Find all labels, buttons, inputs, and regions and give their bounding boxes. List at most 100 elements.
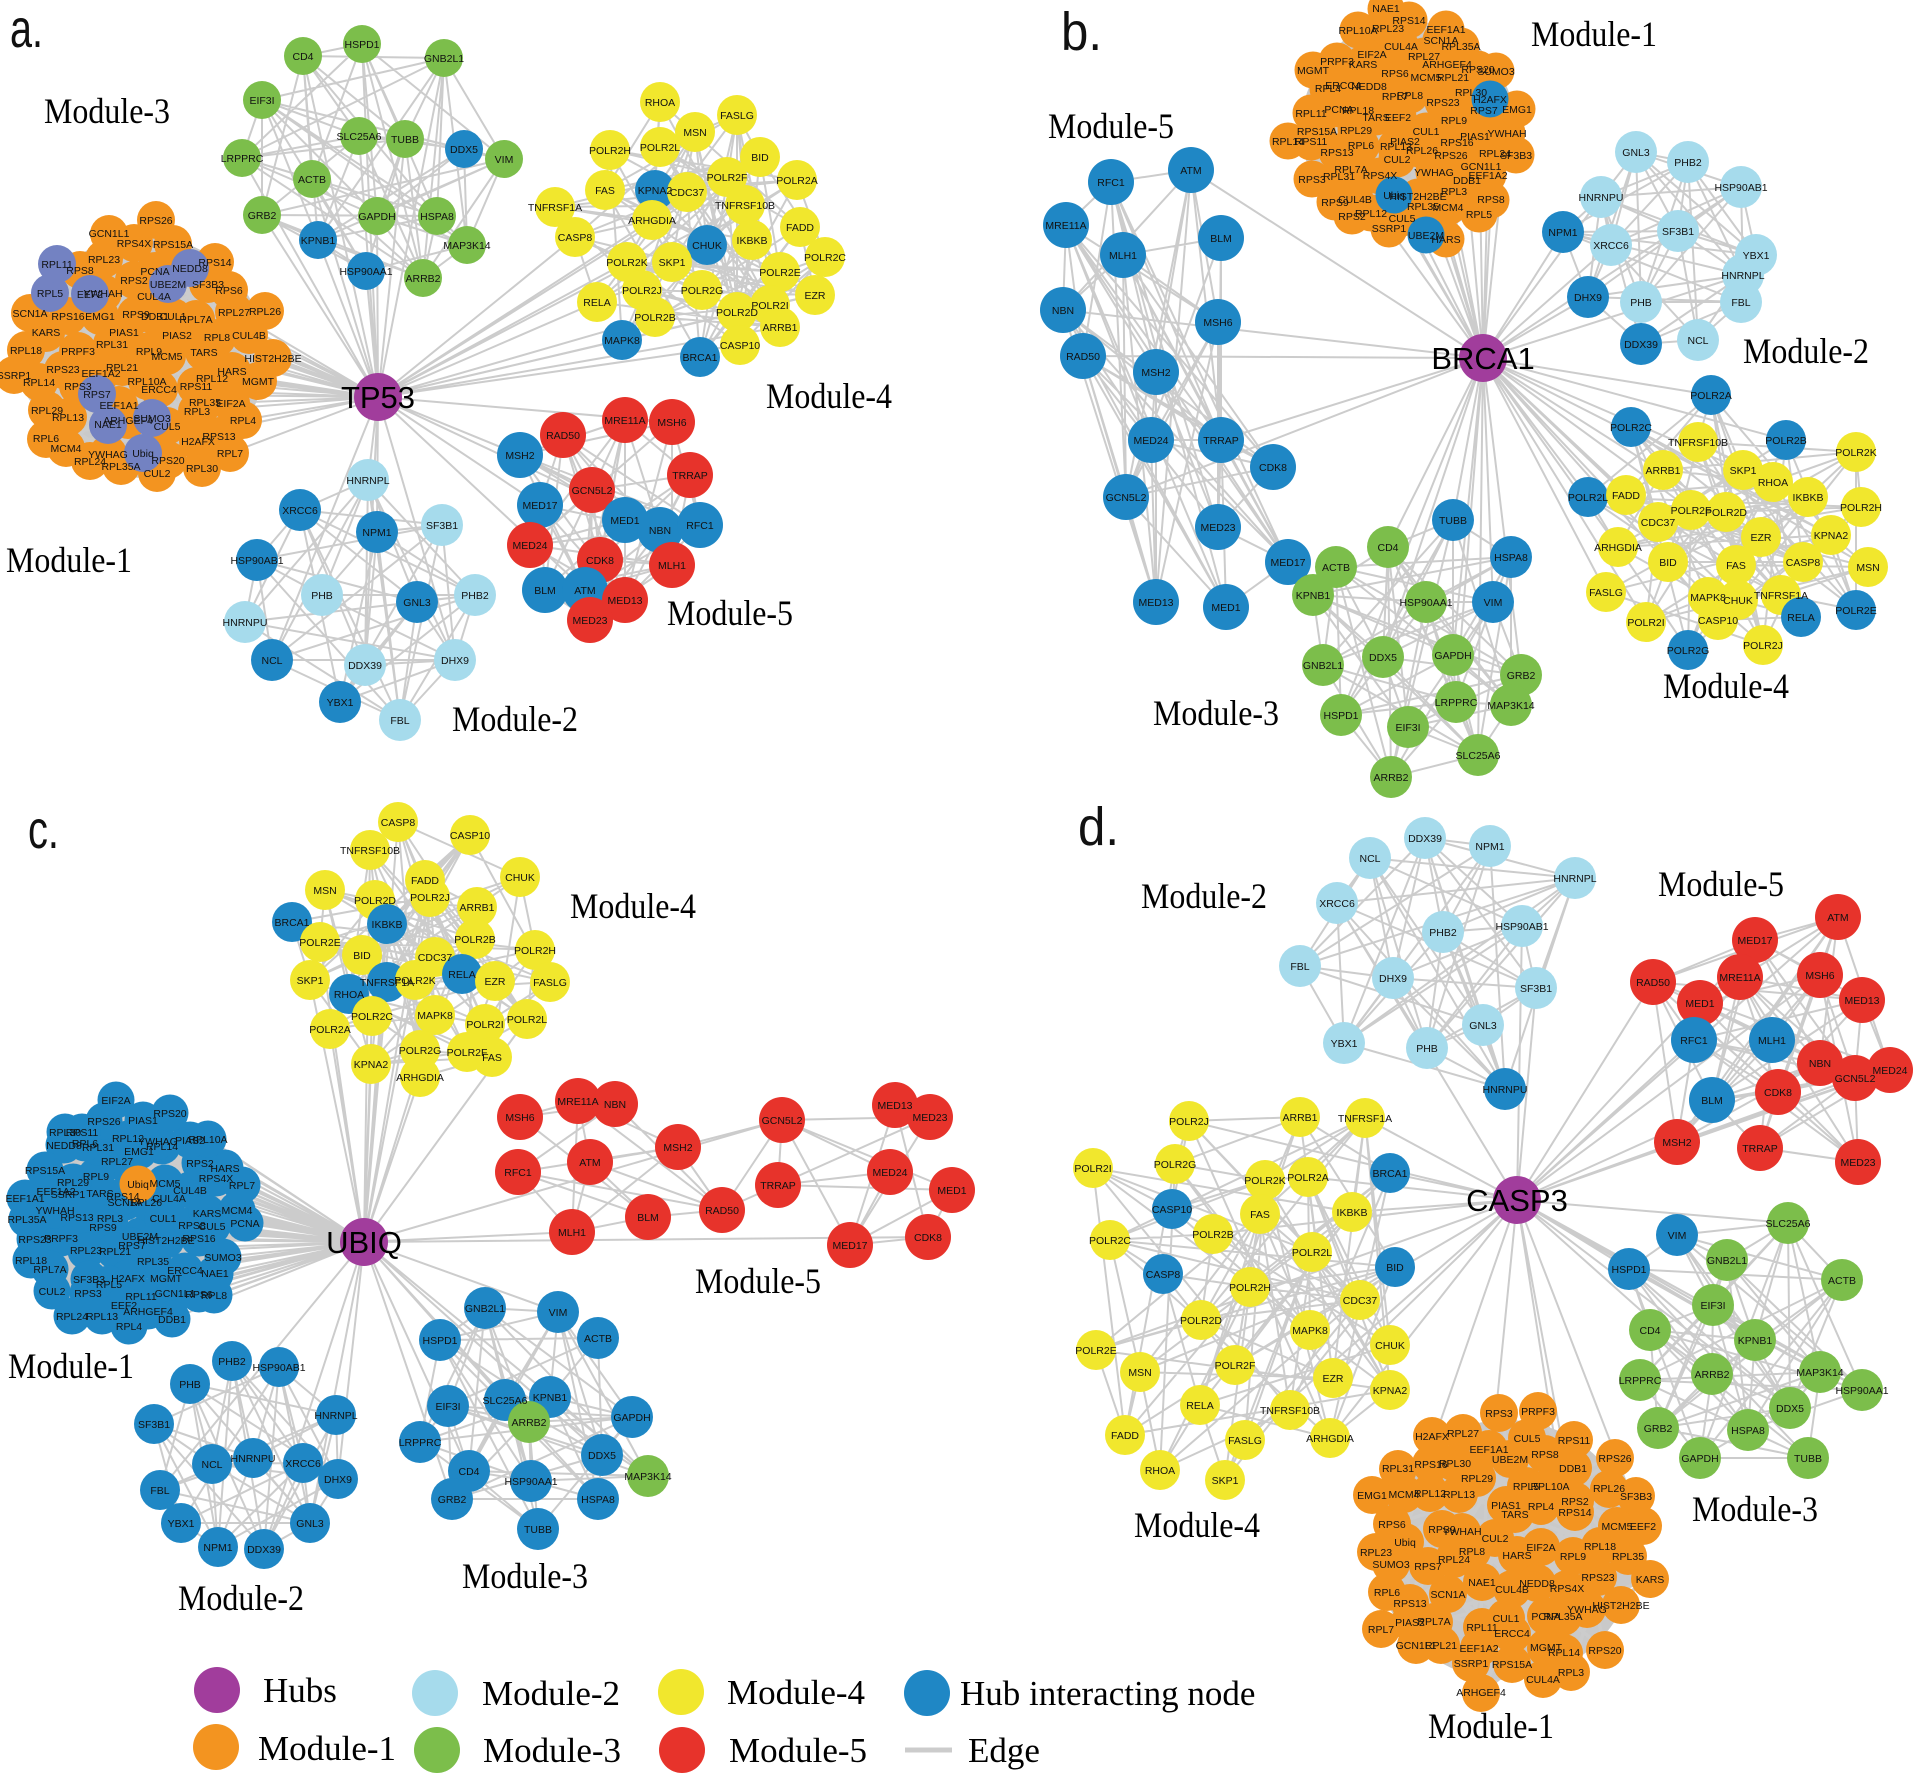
svg-text:FADD: FADD <box>1111 1430 1139 1442</box>
svg-text:MSN: MSN <box>1856 562 1879 574</box>
svg-text:Module-5: Module-5 <box>667 593 793 633</box>
svg-text:KPNA2: KPNA2 <box>1373 1385 1408 1397</box>
svg-text:GRB2: GRB2 <box>438 1494 467 1506</box>
svg-text:SF3B3: SF3B3 <box>192 279 224 291</box>
svg-text:HSPD1: HSPD1 <box>1323 710 1358 722</box>
svg-text:RPL14: RPL14 <box>146 1141 178 1153</box>
svg-text:RPL7: RPL7 <box>1368 1624 1394 1636</box>
svg-text:MCM4: MCM4 <box>1433 202 1464 214</box>
svg-text:RPL12: RPL12 <box>1414 1488 1446 1500</box>
svg-text:YBX1: YBX1 <box>327 697 354 709</box>
svg-text:CUL5: CUL5 <box>1514 1433 1541 1445</box>
svg-text:PHB: PHB <box>1416 1043 1438 1055</box>
svg-text:POLR2G: POLR2G <box>399 1045 442 1057</box>
svg-text:ACTB: ACTB <box>1322 562 1350 574</box>
svg-text:MAP3K14: MAP3K14 <box>624 1471 671 1483</box>
svg-text:RPL8: RPL8 <box>204 332 230 344</box>
svg-text:KARS: KARS <box>193 1208 222 1220</box>
svg-text:RPS9: RPS9 <box>89 1222 117 1234</box>
svg-text:CASP8: CASP8 <box>381 817 416 829</box>
svg-text:TARS: TARS <box>190 347 217 359</box>
svg-text:RPS23: RPS23 <box>1581 1572 1614 1584</box>
svg-text:SKP1: SKP1 <box>1730 465 1757 477</box>
svg-text:DDX5: DDX5 <box>1776 1403 1804 1415</box>
svg-text:RAD50: RAD50 <box>705 1205 739 1217</box>
svg-text:GNB2L1: GNB2L1 <box>1303 660 1343 672</box>
svg-text:MSN: MSN <box>1128 1367 1151 1379</box>
svg-text:ARRB2: ARRB2 <box>1694 1369 1729 1381</box>
svg-text:XRCC6: XRCC6 <box>285 1458 321 1470</box>
svg-text:DHX9: DHX9 <box>1379 973 1407 985</box>
svg-text:EMG1: EMG1 <box>85 311 115 323</box>
svg-text:ARHGEF4: ARHGEF4 <box>103 415 153 427</box>
svg-text:RPL18: RPL18 <box>15 1255 47 1267</box>
svg-text:RPL10A: RPL10A <box>1338 25 1377 37</box>
svg-text:RPS3: RPS3 <box>1485 1408 1513 1420</box>
svg-text:HSP90AB1: HSP90AB1 <box>1495 921 1548 933</box>
svg-text:POLR2E: POLR2E <box>759 267 800 279</box>
svg-text:RPL13: RPL13 <box>86 1311 118 1323</box>
svg-text:EZR: EZR <box>805 290 826 302</box>
svg-text:MAPK8: MAPK8 <box>417 1010 453 1022</box>
svg-text:EIF2A: EIF2A <box>216 398 245 410</box>
svg-text:RPS2: RPS2 <box>186 1158 214 1170</box>
svg-text:ARRB1: ARRB1 <box>459 902 494 914</box>
svg-text:TNFRSF1A: TNFRSF1A <box>1754 590 1808 602</box>
svg-text:RPL3: RPL3 <box>1441 186 1467 198</box>
svg-text:MCM5: MCM5 <box>152 351 183 363</box>
svg-text:RPL7A: RPL7A <box>179 314 212 326</box>
svg-text:RPL23: RPL23 <box>88 254 120 266</box>
svg-text:RFC1: RFC1 <box>504 1167 532 1179</box>
svg-text:ERCC4: ERCC4 <box>1494 1628 1530 1640</box>
svg-text:GRB2: GRB2 <box>1644 1423 1673 1435</box>
svg-text:d.: d. <box>1078 797 1119 857</box>
svg-text:RPL24: RPL24 <box>1479 148 1511 160</box>
svg-text:NEDD8: NEDD8 <box>1351 81 1387 93</box>
svg-text:SSRP1: SSRP1 <box>0 370 31 382</box>
svg-text:RPL12: RPL12 <box>112 1133 144 1145</box>
svg-text:RPL35A: RPL35A <box>7 1214 46 1226</box>
svg-text:MLH1: MLH1 <box>558 1227 586 1239</box>
svg-text:PIAS1: PIAS1 <box>1491 1500 1521 1512</box>
svg-text:CHUK: CHUK <box>505 872 535 884</box>
svg-text:POLR2L: POLR2L <box>507 1014 547 1026</box>
svg-text:EEF1A2: EEF1A2 <box>81 368 120 380</box>
svg-text:CD4: CD4 <box>458 1466 479 1478</box>
svg-text:CUL4A: CUL4A <box>152 1193 186 1205</box>
svg-text:TUBB: TUBB <box>1794 1453 1822 1465</box>
svg-text:CD4: CD4 <box>1639 1325 1660 1337</box>
svg-text:CUL2: CUL2 <box>144 468 171 480</box>
svg-text:MSH6: MSH6 <box>1203 317 1232 329</box>
svg-text:PIAS2: PIAS2 <box>1390 136 1420 148</box>
svg-text:XRCC6: XRCC6 <box>1593 240 1629 252</box>
svg-text:POLR2H: POLR2H <box>1229 1282 1271 1294</box>
svg-text:SF3B1: SF3B1 <box>1520 983 1552 995</box>
svg-text:RHOA: RHOA <box>645 97 675 109</box>
svg-text:RPL7: RPL7 <box>217 448 243 460</box>
svg-text:Module-5: Module-5 <box>729 1731 867 1770</box>
svg-text:GCN5L2: GCN5L2 <box>1835 1073 1876 1085</box>
svg-text:POLR2H: POLR2H <box>514 945 556 957</box>
svg-text:FBL: FBL <box>1731 297 1750 309</box>
svg-text:RPL31: RPL31 <box>82 1142 114 1154</box>
svg-text:HSPD1: HSPD1 <box>344 39 379 51</box>
svg-text:RPL4: RPL4 <box>116 1321 142 1333</box>
svg-text:SF3B3: SF3B3 <box>1620 1491 1652 1503</box>
svg-text:NCL: NCL <box>1359 853 1380 865</box>
svg-text:MSN: MSN <box>313 885 336 897</box>
svg-text:CUL1: CUL1 <box>160 311 187 323</box>
svg-text:HSP90AB1: HSP90AB1 <box>252 1362 305 1374</box>
svg-text:BRCA1: BRCA1 <box>1372 1168 1407 1180</box>
svg-text:HSP90AA1: HSP90AA1 <box>339 266 392 278</box>
svg-text:PHB: PHB <box>1630 297 1652 309</box>
svg-text:FAS: FAS <box>1250 1209 1270 1221</box>
svg-text:POLR2I: POLR2I <box>1074 1163 1111 1175</box>
svg-text:CDC37: CDC37 <box>670 187 705 199</box>
svg-text:RAD50: RAD50 <box>1636 977 1670 989</box>
svg-text:NAE1: NAE1 <box>94 419 122 431</box>
svg-text:RPL26: RPL26 <box>130 1197 162 1209</box>
svg-text:PCNA: PCNA <box>230 1218 259 1230</box>
svg-text:CASP10: CASP10 <box>720 340 760 352</box>
svg-text:HNRNPU: HNRNPU <box>1483 1084 1528 1096</box>
svg-text:DDB1: DDB1 <box>141 311 169 323</box>
